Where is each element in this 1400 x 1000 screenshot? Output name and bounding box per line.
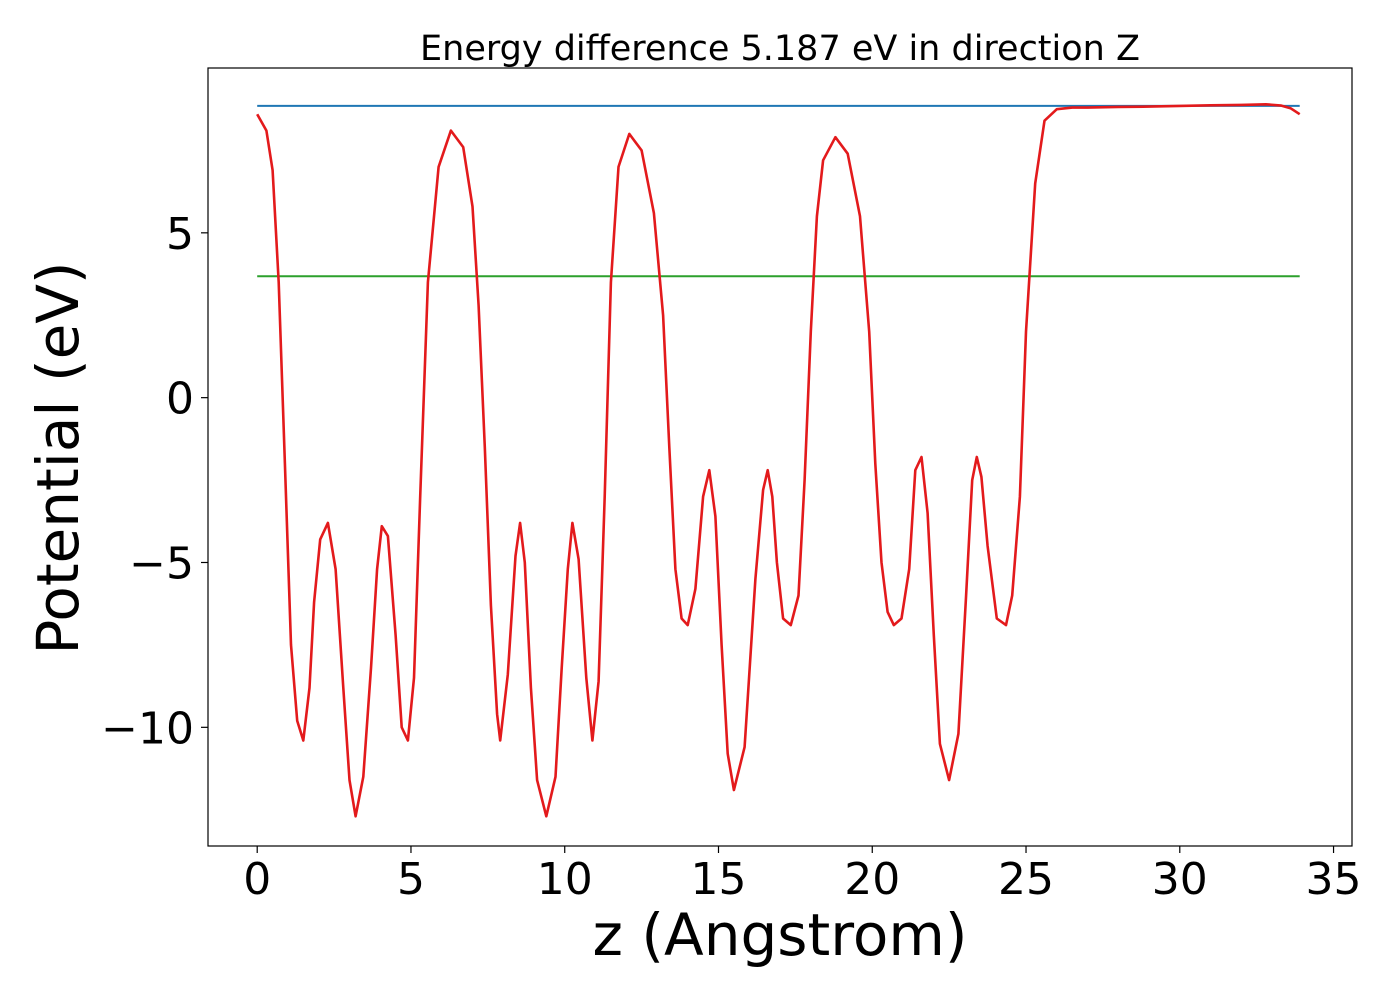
y-tick-label: −5 [129, 538, 194, 589]
y-tick-label: −10 [101, 703, 194, 754]
y-tick-label: 5 [166, 209, 194, 260]
x-tick-label: 25 [998, 854, 1054, 905]
y-tick-label: 0 [166, 374, 194, 425]
series-line-2 [256, 103, 1301, 818]
chart-title: Energy difference 5.187 eV in direction … [420, 29, 1140, 69]
series-layer [256, 103, 1301, 818]
y-axis-label: Potential (eV) [24, 261, 92, 654]
x-tick-label: 10 [537, 854, 593, 905]
x-tick-label: 30 [1152, 854, 1208, 905]
x-tick-label: 5 [397, 854, 425, 905]
x-tick-label: 0 [243, 854, 271, 905]
x-tick-label: 15 [690, 854, 746, 905]
x-tick-label: 20 [844, 854, 900, 905]
plot-frame [207, 67, 1353, 847]
x-axis-label: z (Angstrom) [593, 901, 968, 969]
y-axis-ticks: −10 −5 0 5 [101, 209, 208, 754]
x-axis-ticks: 0 5 10 15 20 25 30 35 [243, 846, 1362, 905]
x-tick-label: 35 [1306, 854, 1362, 905]
